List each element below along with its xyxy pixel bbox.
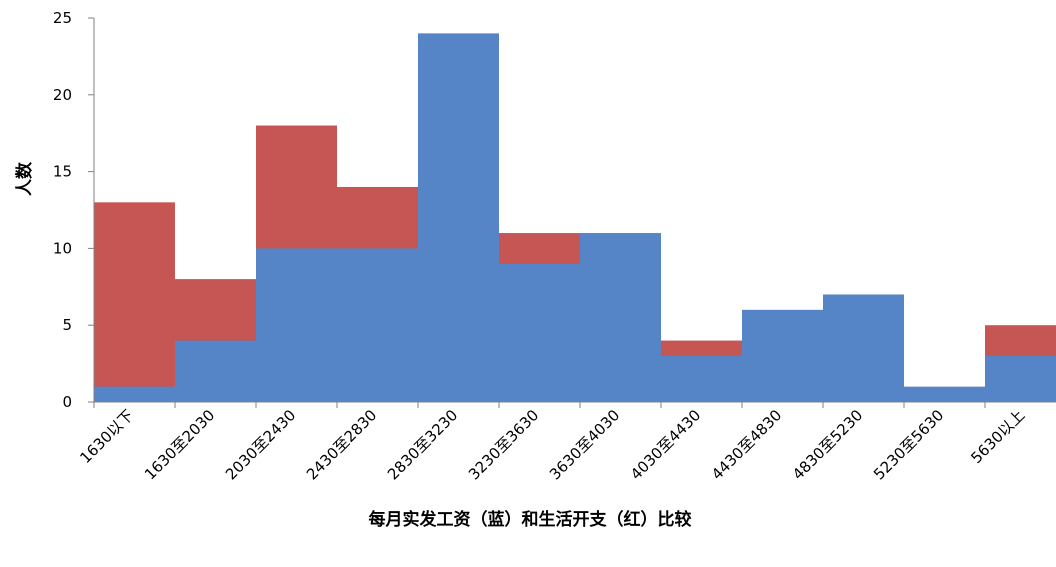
bar-blue-10 (823, 294, 904, 402)
bar-blue-4 (337, 248, 418, 402)
x-tick-label: 4430至4830 (708, 406, 785, 483)
x-ticks-group: 1630以下 1630至2030 2030至2430 2430至2830 2830至32… (76, 402, 1028, 483)
bar-blue-1 (94, 386, 175, 402)
y-tick-label: 15 (53, 163, 72, 181)
x-tick-label: 3230至3630 (465, 406, 542, 483)
x-tick-label: 3630至4030 (546, 406, 623, 483)
y-tick-label: 20 (53, 86, 72, 104)
bar-blue-2 (175, 340, 256, 402)
bar-blue-5 (418, 33, 499, 403)
x-tick-label: 4030至4430 (627, 406, 704, 483)
bar-blue-8 (661, 355, 742, 402)
x-tick-label: 5230至5630 (870, 406, 947, 483)
bar-blue-12 (985, 355, 1056, 402)
y-tick-label: 10 (53, 239, 72, 257)
y-tick-label: 5 (62, 316, 72, 334)
x-axis-title: 每月实发工资（蓝）和生活开支（红）比较 (369, 509, 692, 530)
bar-blue-7 (580, 233, 661, 402)
axes-group (93, 18, 1056, 403)
bar-red-1 (94, 202, 175, 402)
bars-group (94, 33, 1056, 403)
bar-blue-9 (742, 309, 823, 402)
y-ticks-group: 0 5 10 15 20 25 (53, 9, 94, 411)
bar-blue-3 (256, 248, 337, 402)
y-axis-title: 人数 (14, 161, 35, 196)
x-tick-label: 2430至2830 (303, 406, 380, 483)
x-tick-label: 1630至2030 (141, 406, 218, 483)
x-tick-label: 5630以上 (967, 406, 1028, 467)
x-tick-label: 2830至3230 (384, 406, 461, 483)
x-tick-label: 2030至2430 (222, 406, 299, 483)
y-tick-label: 25 (53, 9, 72, 27)
bar-blue-11 (904, 386, 985, 402)
x-tick-label: 1630以下 (76, 406, 137, 467)
bar-blue-6 (499, 263, 580, 402)
x-tick-label: 4830至5230 (789, 406, 866, 483)
y-tick-label: 0 (62, 393, 72, 411)
